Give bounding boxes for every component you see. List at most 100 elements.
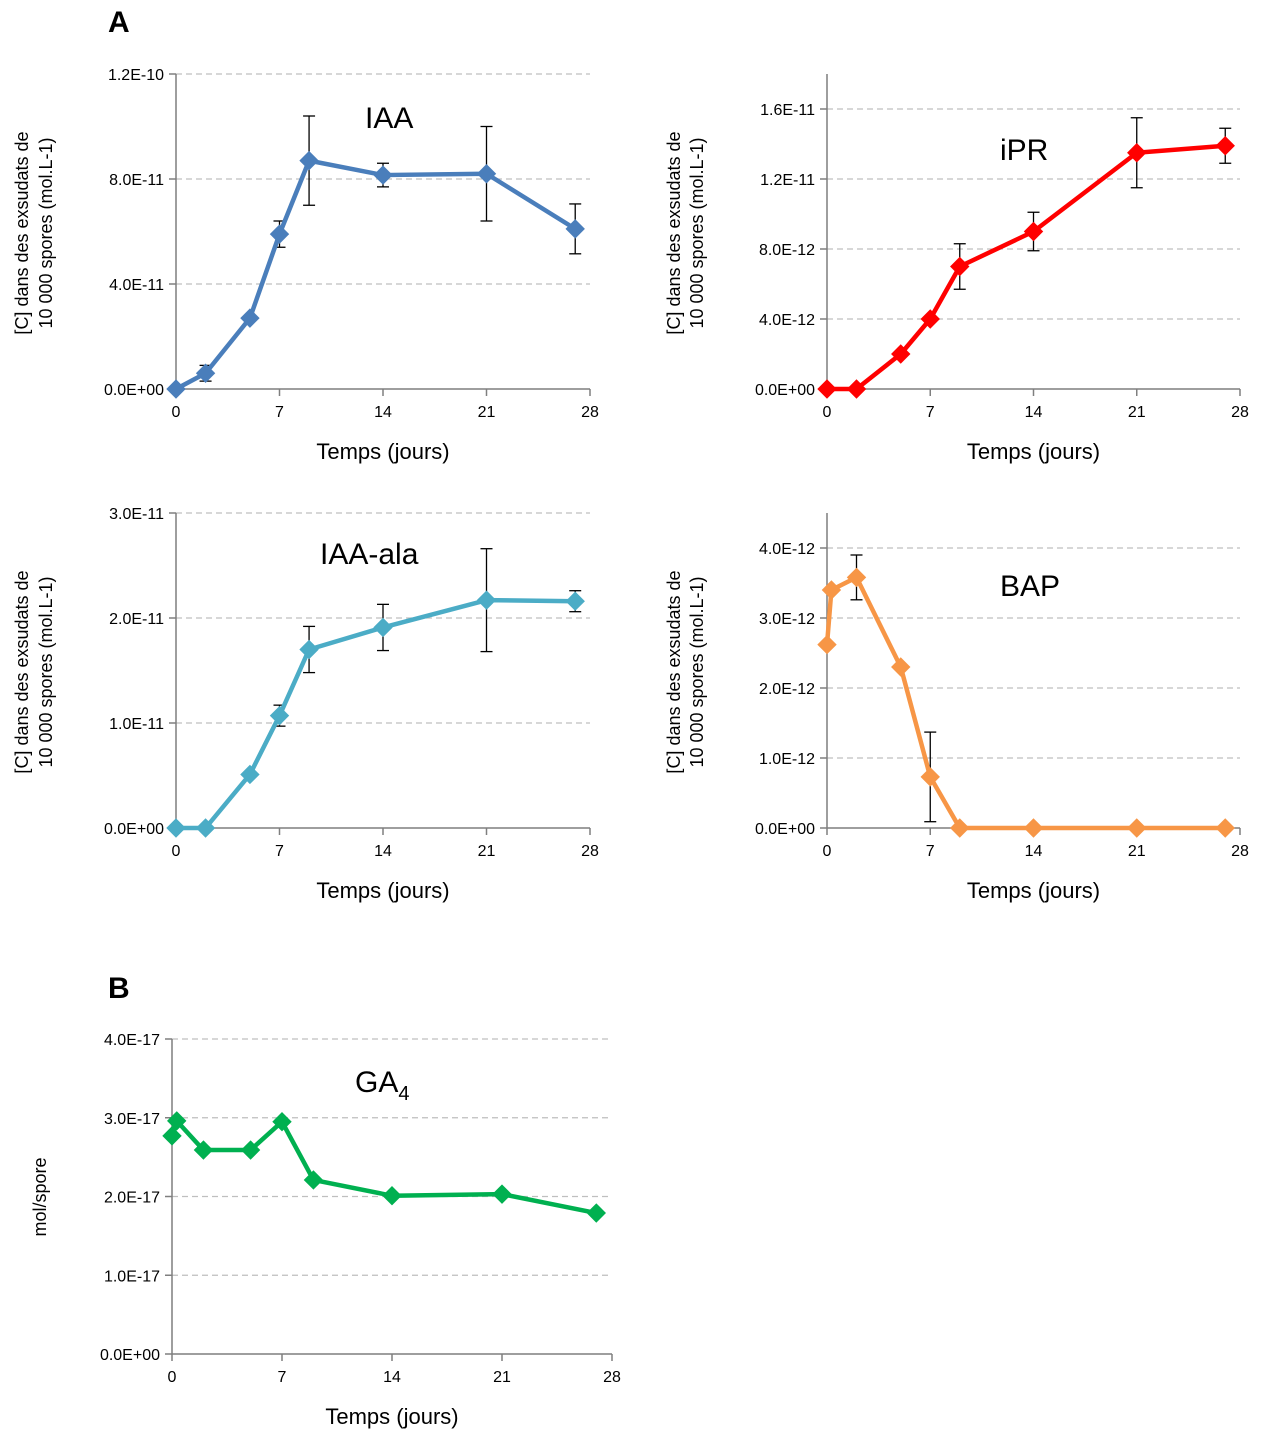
x-tick-label: 14 xyxy=(383,1369,401,1386)
data-point xyxy=(299,150,319,171)
series-label-text: BAP xyxy=(1000,570,1060,603)
data-point xyxy=(950,256,970,277)
x-tick-label: 7 xyxy=(278,1369,287,1386)
data-point xyxy=(195,363,216,383)
series-label-text: IAA-ala xyxy=(320,538,419,571)
data-point xyxy=(817,634,837,655)
data-point xyxy=(1127,143,1147,163)
data-point xyxy=(565,219,585,239)
data-point xyxy=(565,591,585,611)
x-tick-label: 21 xyxy=(493,1369,511,1386)
data-point xyxy=(240,308,260,328)
data-point xyxy=(476,164,497,184)
series-line xyxy=(174,158,577,391)
x-tick-label: 0 xyxy=(823,404,832,421)
y-tick-label: 2.0E-17 xyxy=(104,1190,160,1207)
series-label-subscript: 4 xyxy=(398,1083,409,1105)
data-point xyxy=(476,590,497,610)
y-tick-label: 0.0E+00 xyxy=(755,382,815,399)
y-axis-title: [C] dans des exsudats de xyxy=(664,131,684,334)
x-tick-label: 21 xyxy=(1128,404,1146,421)
data-point xyxy=(891,657,911,677)
y-tick-label: 1.0E-17 xyxy=(104,1268,160,1285)
data-point xyxy=(299,639,319,660)
data-point xyxy=(950,818,970,838)
data-point xyxy=(167,1111,187,1131)
data-point xyxy=(240,1140,261,1160)
data-point xyxy=(817,379,837,399)
data-point xyxy=(269,705,290,726)
y-axis-title: [C] dans des exsudats de xyxy=(12,570,32,773)
y-axis-title: 10 000 spores (mol.L-1) xyxy=(36,137,56,328)
data-point xyxy=(821,580,842,600)
y-axis-title: 10 000 spores (mol.L-1) xyxy=(687,137,707,328)
series-label: IAA xyxy=(365,102,413,135)
y-tick-label: 8.0E-12 xyxy=(759,242,815,259)
y-tick-label: 0.0E+00 xyxy=(104,382,164,399)
data-point xyxy=(382,1186,402,1206)
x-tick-label: 0 xyxy=(172,404,181,421)
y-axis-title: [C] dans des exsudats de xyxy=(12,131,32,334)
data-point xyxy=(891,344,911,364)
series-label-text: GA xyxy=(355,1066,398,1099)
y-tick-label: 1.0E-12 xyxy=(759,751,815,768)
data-point xyxy=(373,165,393,185)
panel-letter-b: B xyxy=(108,972,130,1005)
x-tick-label: 14 xyxy=(374,404,392,421)
y-tick-label: 3.0E-17 xyxy=(104,1111,160,1128)
series-label: GA4 xyxy=(355,1066,409,1105)
y-tick-label: 1.0E-11 xyxy=(109,716,164,733)
data-point xyxy=(303,1170,324,1190)
data-point xyxy=(846,567,867,588)
data-point xyxy=(1023,221,1044,242)
data-point xyxy=(195,818,216,838)
x-tick-label: 7 xyxy=(926,843,935,860)
x-tick-label: 21 xyxy=(1128,843,1146,860)
y-axis-title: [C] dans des exsudats de xyxy=(664,570,684,773)
x-tick-label: 14 xyxy=(1025,404,1043,421)
series-label: iPR xyxy=(1000,134,1048,167)
y-tick-label: 2.0E-12 xyxy=(759,681,815,698)
y-tick-label: 0.0E+00 xyxy=(100,1347,160,1364)
series-line xyxy=(827,143,1226,392)
x-tick-label: 0 xyxy=(168,1369,177,1386)
data-point xyxy=(162,1126,182,1146)
y-tick-label: 0.0E+00 xyxy=(104,821,164,838)
x-tick-label: 14 xyxy=(374,843,392,860)
x-tick-label: 0 xyxy=(172,843,181,860)
y-tick-label: 4.0E-11 xyxy=(109,277,164,294)
y-axis-title: 10 000 spores (mol.L-1) xyxy=(687,576,707,767)
y-tick-label: 0.0E+00 xyxy=(755,821,815,838)
data-point xyxy=(1023,818,1044,838)
series-label: IAA-ala xyxy=(320,538,419,571)
x-tick-label: 7 xyxy=(275,404,284,421)
data-point xyxy=(1127,818,1147,838)
x-tick-label: 7 xyxy=(275,843,284,860)
data-point xyxy=(269,224,290,244)
x-tick-label: 28 xyxy=(581,404,599,421)
y-tick-label: 3.0E-11 xyxy=(109,506,164,523)
x-axis-title: Temps (jours) xyxy=(967,878,1100,903)
x-axis-title: Temps (jours) xyxy=(316,439,449,464)
data-point xyxy=(272,1111,292,1132)
y-tick-label: 4.0E-12 xyxy=(759,312,815,329)
data-point xyxy=(373,617,393,638)
panel-letter-a: A xyxy=(108,6,130,39)
x-tick-label: 7 xyxy=(926,404,935,421)
y-tick-label: 1.2E-11 xyxy=(760,172,815,189)
data-point xyxy=(846,379,867,399)
x-axis-title: Temps (jours) xyxy=(316,878,449,903)
data-point xyxy=(920,767,940,787)
x-tick-label: 28 xyxy=(1231,843,1249,860)
series-label: BAP xyxy=(1000,570,1060,603)
y-tick-label: 1.2E-10 xyxy=(108,67,164,84)
data-point xyxy=(166,379,186,399)
data-point xyxy=(492,1184,512,1204)
y-tick-label: 2.0E-11 xyxy=(109,611,164,628)
y-axis-title: 10 000 spores (mol.L-1) xyxy=(36,576,56,767)
data-point xyxy=(193,1140,214,1160)
